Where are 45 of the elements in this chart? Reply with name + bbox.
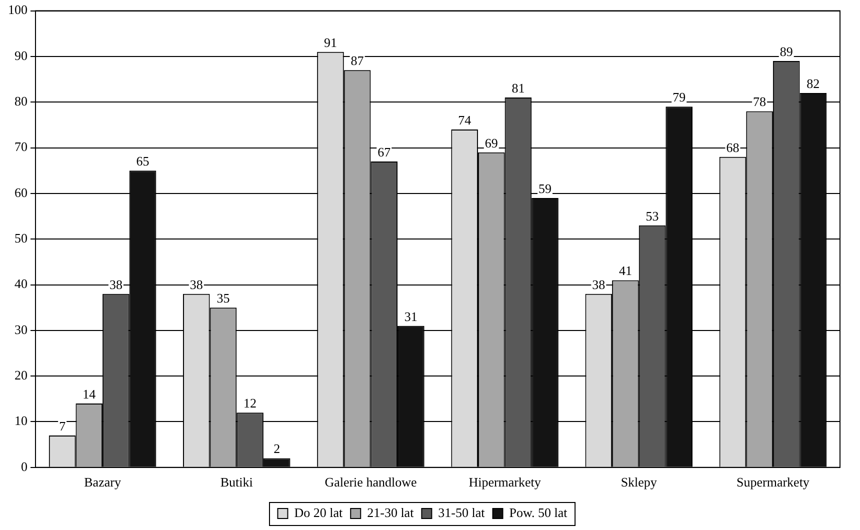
data-label: 68 [726, 140, 740, 155]
y-tick-label: 80 [14, 94, 28, 109]
data-label: 82 [806, 76, 820, 91]
data-label: 78 [753, 94, 766, 110]
y-tick-label: 70 [14, 139, 28, 154]
data-label: 14 [82, 386, 96, 402]
data-label: 12 [244, 396, 257, 411]
data-label: 67 [378, 144, 392, 160]
data-label: 87 [350, 53, 364, 68]
legend-label: Do 20 lat [294, 504, 343, 520]
legend-label: 31-50 lat [438, 504, 486, 520]
y-tick-label: 100 [8, 2, 28, 18]
data-label: 38 [109, 276, 122, 292]
y-tick-label: 50 [14, 230, 28, 246]
data-label: 35 [216, 290, 230, 306]
x-tick-label: Hipermarkety [468, 474, 542, 490]
data-label: 38 [592, 276, 606, 292]
data-label: 31 [404, 308, 418, 324]
x-tick-label: Butiki [220, 474, 254, 490]
x-tick-label: Sklepy [620, 474, 658, 490]
data-label: 38 [190, 276, 203, 292]
data-label: 7 [59, 418, 66, 434]
data-label: 81 [512, 80, 525, 96]
y-tick-label: 90 [14, 48, 28, 63]
data-label: 2 [274, 441, 280, 456]
x-tick-label: Supermarkety [736, 474, 810, 490]
y-tick-label: 0 [21, 458, 28, 474]
y-tick-label: 60 [14, 184, 28, 200]
y-tick-label: 20 [14, 368, 28, 382]
data-label: 74 [458, 112, 472, 128]
x-tick-label: Galerie handlowe [324, 474, 417, 490]
y-tick-label: 30 [14, 322, 28, 337]
legend-label: Pow. 50 lat [509, 504, 568, 520]
y-tick-label: 40 [14, 276, 28, 292]
data-label: 79 [672, 90, 686, 105]
data-label: 53 [646, 208, 659, 224]
legend-label: 21-30 lat [367, 504, 414, 520]
data-label: 91 [324, 34, 337, 50]
data-label: 89 [780, 44, 793, 59]
data-label: 41 [618, 263, 632, 278]
y-tick-label: 10 [14, 413, 28, 428]
data-label: 59 [538, 180, 552, 196]
x-tick-label: Bazary [84, 474, 122, 490]
data-label: 65 [136, 154, 150, 169]
data-label: 69 [484, 135, 498, 150]
